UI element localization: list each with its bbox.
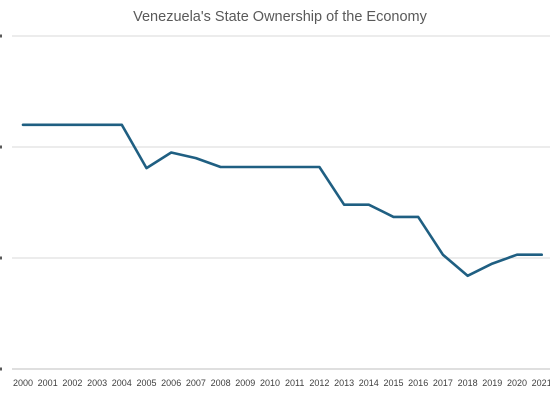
series-group (21, 123, 544, 278)
x-tick-label-2000: 2000 (13, 378, 33, 388)
x-tick-label-2008: 2008 (211, 378, 231, 388)
x-tick-label-2002: 2002 (62, 378, 82, 388)
y-tick-mark-3 (0, 34, 2, 38)
x-tick-label-2006: 2006 (161, 378, 181, 388)
x-tick-label-2016: 2016 (408, 378, 428, 388)
x-tick-label-2003: 2003 (87, 378, 107, 388)
gridlines (12, 35, 550, 259)
x-tick-label-2010: 2010 (260, 378, 280, 388)
y-tick-mark-0 (0, 367, 2, 371)
x-tick-label-2001: 2001 (38, 378, 58, 388)
x-tick-label-2014: 2014 (359, 378, 379, 388)
x-tick-label-2021: 2021 (532, 378, 550, 388)
x-tick-label-2013: 2013 (334, 378, 354, 388)
x-tick-label-2019: 2019 (482, 378, 502, 388)
x-tick-label-2007: 2007 (186, 378, 206, 388)
x-tick-label-2004: 2004 (112, 378, 132, 388)
x-tick-label-2020: 2020 (507, 378, 527, 388)
x-tick-label-2011: 2011 (285, 378, 304, 388)
x-tick-label-2015: 2015 (383, 378, 403, 388)
chart-title: Venezuela's State Ownership of the Econo… (133, 9, 427, 25)
series-line-0 (21, 123, 544, 278)
x-tick-label-2012: 2012 (309, 378, 329, 388)
y-tick-mark-1 (0, 256, 2, 260)
x-tick-label-2009: 2009 (235, 378, 255, 388)
x-tick-label-2017: 2017 (433, 378, 453, 388)
x-tick-label-2005: 2005 (136, 378, 156, 388)
x-tick-labels: 2000 2001 2002 2003 2004 2005 2006 2007 2008 2009… (13, 378, 550, 388)
y-tick-mark-2 (0, 145, 2, 149)
axis (0, 34, 550, 371)
x-tick-label-2018: 2018 (458, 378, 478, 388)
